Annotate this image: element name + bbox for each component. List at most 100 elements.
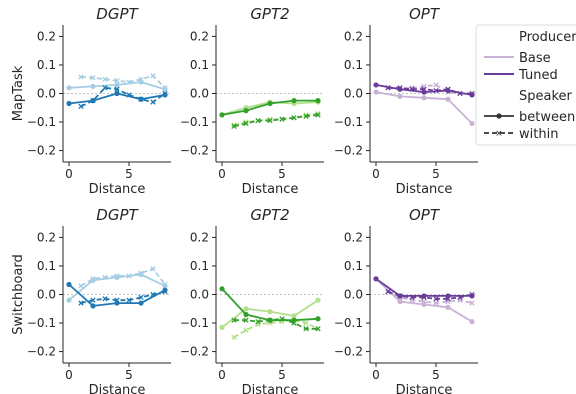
data-point-x	[457, 90, 463, 97]
subplot-6: −0.2 −0.1 0.0 0.1 0.2 0 5 OPT Distance	[334, 206, 478, 394]
data-point-x	[433, 87, 439, 94]
data-point-x	[90, 297, 96, 303]
data-point	[66, 281, 72, 288]
y-axis-label: MapTask	[11, 65, 26, 121]
series-line-base-within	[387, 290, 473, 305]
data-point	[315, 98, 321, 104]
legend-within-label: within	[519, 127, 558, 142]
y-tick-label: −0.1	[27, 316, 56, 330]
y-tick-label: 0.1	[344, 259, 363, 273]
y-tick-label: −0.2	[334, 144, 363, 158]
data-point-x	[162, 85, 168, 91]
data-point-x	[231, 317, 237, 323]
data-point-x	[102, 85, 108, 91]
subplot-3: −0.2 −0.1 0.0 0.1 0.2 0 5 OPT Distance	[334, 5, 478, 197]
data-point-x	[445, 86, 451, 92]
y-tick-label: −0.1	[27, 115, 56, 129]
data-point	[469, 120, 475, 127]
data-point	[90, 83, 96, 89]
y-tick-label: −0.1	[334, 316, 363, 330]
data-point-x	[243, 327, 249, 333]
data-point-x	[303, 326, 309, 332]
data-point	[445, 96, 451, 102]
data-point-x	[126, 297, 132, 303]
chart-panels: −0.2−0.10.00.10.20 5DGPTDistanceMapTask−0…	[11, 5, 478, 394]
data-point-x	[469, 291, 475, 298]
data-point-x	[469, 300, 475, 306]
data-point-x	[114, 86, 120, 92]
legend-speaker-title: Speaker	[519, 89, 573, 104]
x-axis-label: Distance	[242, 383, 299, 394]
data-point	[267, 100, 273, 107]
data-point-x	[433, 296, 439, 302]
series-line-base-within	[80, 74, 166, 89]
data-point-x	[138, 294, 144, 301]
data-point-x	[433, 82, 439, 88]
y-tick-label: 0.0	[37, 288, 56, 302]
data-point	[421, 95, 427, 101]
series-line-base-within	[233, 319, 319, 339]
x-axis-label: Distance	[89, 182, 146, 197]
data-point	[90, 303, 96, 309]
data-point-x	[231, 123, 237, 129]
data-point-x	[433, 300, 439, 306]
data-point-x	[150, 73, 156, 79]
data-point	[315, 297, 321, 303]
y-tick-label: −0.2	[180, 345, 209, 359]
data-point-x	[243, 120, 249, 127]
data-point	[243, 108, 249, 114]
data-point	[162, 86, 168, 92]
legend-producer-title: Producer	[519, 30, 576, 45]
y-tick-label: 0.1	[190, 58, 209, 72]
data-point-x	[231, 334, 237, 340]
x-tick-label: 5	[278, 368, 286, 382]
y-tick-label: 0.1	[344, 58, 363, 72]
data-point	[373, 82, 379, 88]
data-point	[243, 311, 249, 318]
series-line-base-between	[375, 278, 473, 323]
subplot-5: −0.2 −0.1 0.0 0.1 0.2 0 5 GPT2 Distance	[180, 206, 324, 394]
data-point-x	[421, 298, 427, 305]
legend-within-marker: ×	[495, 129, 503, 139]
data-point	[219, 286, 225, 292]
data-point	[469, 319, 475, 325]
data-point-x	[138, 76, 144, 82]
y-tick-label: 0.2	[37, 29, 56, 43]
data-point	[162, 92, 168, 98]
x-tick-label: 5	[125, 368, 133, 382]
legend-between-marker	[496, 113, 502, 119]
data-point-x	[445, 296, 451, 302]
legend-base-label: Base	[519, 51, 551, 66]
data-point-x	[126, 273, 132, 279]
y-tick-label: 0.0	[344, 87, 363, 101]
y-tick-label: −0.2	[180, 144, 209, 158]
y-tick-label: −0.2	[334, 345, 363, 359]
data-point	[243, 306, 249, 312]
x-axis-label: Distance	[396, 182, 453, 197]
y-tick-label: −0.2	[27, 345, 56, 359]
data-point	[445, 304, 451, 310]
data-point-x	[291, 320, 297, 326]
x-tick-label: 5	[432, 167, 440, 181]
data-point-x	[267, 117, 273, 124]
data-point-x	[421, 86, 427, 92]
y-tick-label: 0.0	[37, 87, 56, 101]
x-tick-label: 5	[125, 167, 133, 181]
data-point-x	[114, 297, 120, 303]
y-tick-label: 0.1	[190, 259, 209, 273]
series-line-tuned-within	[234, 317, 318, 330]
data-point-x	[315, 112, 321, 118]
data-point	[397, 299, 403, 305]
data-point-x	[397, 293, 403, 299]
data-point-x	[102, 76, 108, 82]
y-tick-label: 0.0	[344, 288, 363, 302]
y-tick-label: 0.0	[190, 87, 209, 101]
data-point-x	[126, 92, 132, 98]
subplot-4: −0.2 −0.1 0.0 0.1 0.2 0 5 DGPT Distance Switchboa…	[11, 206, 171, 394]
legend-between-label: between	[519, 110, 575, 125]
data-point-x	[385, 85, 391, 91]
data-point-x	[150, 266, 156, 272]
data-point	[66, 100, 72, 107]
data-point	[138, 300, 144, 306]
